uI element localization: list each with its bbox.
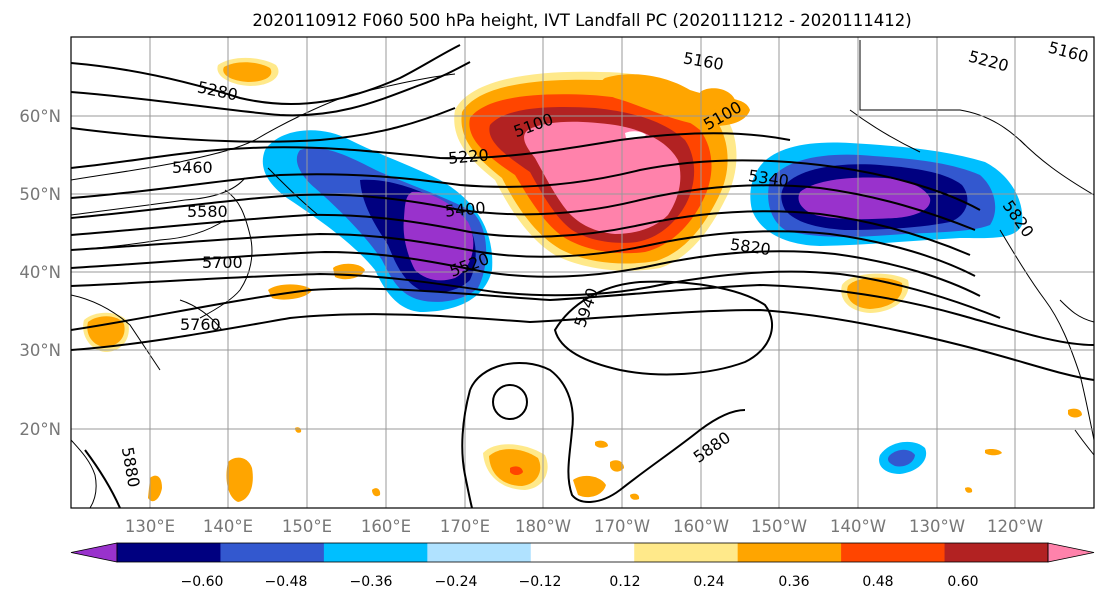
- colorbar-segment: [944, 543, 1049, 562]
- lon-label: 160°W: [673, 517, 729, 536]
- height-contours: [71, 44, 1094, 508]
- colorbar-tick-label: 0.48: [862, 574, 893, 590]
- contour-label: 5700: [202, 253, 243, 272]
- colorbar-tick-label: −0.12: [519, 574, 562, 590]
- lon-label: 150°E: [282, 517, 332, 536]
- lon-label: 170°W: [594, 517, 650, 536]
- contour-label: 5400: [444, 198, 486, 220]
- lat-label: 40°N: [19, 263, 61, 282]
- map-area: 5280 5160 5220 5100 5100 5220 5460 5580 …: [71, 37, 1094, 508]
- colorbar-segment: [427, 543, 532, 562]
- colorbar-tick-label: −0.48: [265, 574, 308, 590]
- coastlines: [71, 40, 1094, 508]
- map-title: 2020110912 F060 500 hPa height, IVT Land…: [252, 11, 911, 30]
- lon-label: 140°E: [203, 517, 253, 536]
- colorbar-tick-labels: −0.60 −0.48 −0.36 −0.24 −0.12 0.12 0.24 …: [181, 574, 979, 590]
- colorbar: −0.60 −0.48 −0.36 −0.24 −0.12 0.12 0.24 …: [70, 542, 1095, 590]
- contour-label: 5460: [172, 158, 213, 177]
- colorbar-segment: [70, 542, 118, 563]
- lon-label: 150°W: [751, 517, 807, 536]
- colorbar-tick-label: 0.12: [609, 574, 640, 590]
- colorbar-tick-label: 0.60: [947, 574, 978, 590]
- colorbar-tick-label: −0.60: [181, 574, 224, 590]
- latitude-labels: 60°N 50°N 40°N 30°N 20°N: [19, 107, 61, 439]
- lon-label: 120°W: [987, 517, 1043, 536]
- colorbar-segment: [117, 543, 221, 562]
- map-frame: [70, 36, 1095, 509]
- colorbar-tick-label: 0.24: [693, 574, 724, 590]
- contour-label: 5220: [447, 145, 489, 167]
- colorbar-segment: [323, 543, 428, 562]
- colorbar-segment: [1047, 542, 1095, 563]
- lat-label: 60°N: [19, 107, 61, 126]
- contour-label: 5580: [187, 202, 228, 221]
- lat-label: 30°N: [19, 341, 61, 360]
- colorbar-segment: [634, 543, 739, 562]
- longitude-labels: 130°E 140°E 150°E 160°E 170°E 180°W 170°…: [125, 517, 1043, 536]
- lon-label: 180°W: [515, 517, 571, 536]
- colorbar-segment: [220, 543, 325, 562]
- lat-label: 20°N: [19, 420, 61, 439]
- lon-label: 130°E: [125, 517, 175, 536]
- colorbar-segment: [530, 543, 635, 562]
- lon-label: 160°E: [361, 517, 411, 536]
- colorbar-tick-label: 0.36: [778, 574, 809, 590]
- colorbar-segment: [841, 543, 946, 562]
- colorbar-tick-label: −0.36: [350, 574, 393, 590]
- lon-label: 140°W: [830, 517, 886, 536]
- lon-label: 170°E: [440, 517, 490, 536]
- contour-label: 5760: [180, 315, 221, 334]
- colorbar-frame: [116, 542, 1049, 563]
- colorbar-tick-label: −0.24: [435, 574, 478, 590]
- lon-label: 130°W: [909, 517, 965, 536]
- colorbar-segment: [737, 543, 842, 562]
- colorbar-segments: [70, 542, 1095, 563]
- lat-label: 50°N: [19, 185, 61, 204]
